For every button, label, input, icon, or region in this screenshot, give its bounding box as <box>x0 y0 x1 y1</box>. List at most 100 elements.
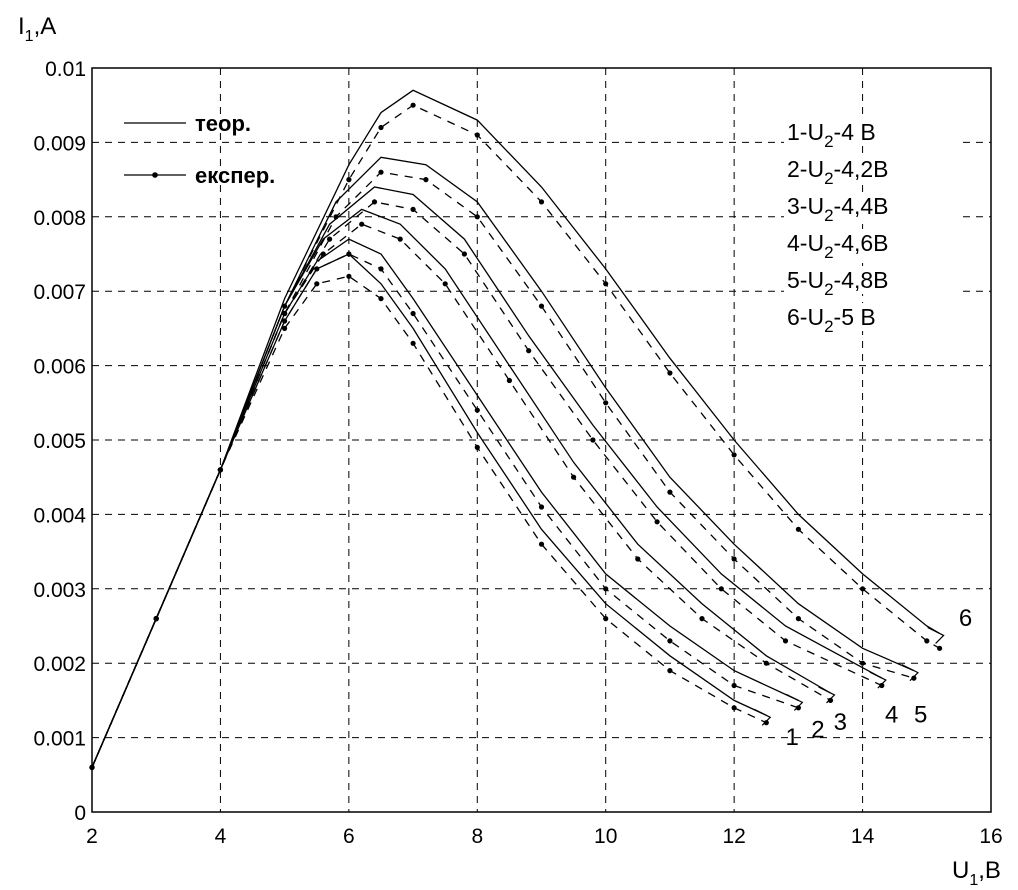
experimental-point <box>378 169 384 175</box>
condition-background <box>784 155 958 183</box>
legend: теор. експер. <box>124 111 275 188</box>
experimental-point <box>461 251 467 257</box>
series-1 <box>89 253 772 771</box>
experimental-line <box>91 275 767 768</box>
experimental-point <box>924 638 930 644</box>
theoretical-line <box>91 89 940 768</box>
experimental-point <box>731 556 737 562</box>
series-end-mark <box>927 626 945 644</box>
x-axis-label: U1,B <box>952 857 1001 889</box>
experimental-point <box>718 586 724 592</box>
curve-label: 5 <box>914 702 927 729</box>
experimental-point <box>763 660 769 666</box>
series-4 <box>89 186 887 771</box>
experimental-point <box>474 444 480 450</box>
x-tick-label: 16 <box>979 825 1002 848</box>
experimental-point <box>282 303 288 309</box>
condition-background <box>784 303 958 331</box>
tick-labels: 2 4 6 8 10 12 14 1600.0010.0020.0030.0040.0050.… <box>33 58 1002 848</box>
experimental-point <box>603 616 609 622</box>
legend-experimental-marker <box>152 172 158 178</box>
y-tick-label: 0.005 <box>33 430 86 453</box>
experimental-point <box>314 281 320 287</box>
condition-label: 2-U2-4,2B <box>787 156 889 188</box>
series-end-mark <box>818 686 836 704</box>
experimental-line <box>91 104 940 768</box>
experimental-point <box>699 616 705 622</box>
experimental-point <box>378 124 384 131</box>
experimental-point <box>782 638 789 644</box>
experimental-point <box>860 660 866 666</box>
experimental-point <box>314 266 320 272</box>
series-end-mark <box>901 664 919 682</box>
experimental-line <box>91 201 883 768</box>
experimental-point <box>371 199 378 205</box>
experimental-point <box>282 318 288 324</box>
condition-background <box>784 118 958 146</box>
theoretical-line <box>91 238 799 768</box>
x-tick-label: 10 <box>594 825 617 848</box>
y-tick-label: 0 <box>74 802 86 825</box>
experimental-point <box>442 281 448 287</box>
experimental-point <box>378 266 384 272</box>
experimental-point <box>603 400 609 406</box>
experimental-point <box>538 199 545 205</box>
x-tick-label: 8 <box>471 825 483 848</box>
experimental-point <box>795 705 802 711</box>
curve-label: 1 <box>786 724 799 751</box>
x-tick-label: 2 <box>86 825 98 848</box>
y-tick-label: 0.01 <box>45 58 86 81</box>
experimental-line <box>91 253 799 768</box>
experimental-point <box>879 682 885 689</box>
theoretical-line <box>91 186 883 768</box>
experimental-point <box>731 705 737 711</box>
experimental-point <box>590 437 596 443</box>
experimental-point <box>795 526 802 532</box>
experimental-point <box>526 348 532 354</box>
y-tick-label: 0.009 <box>33 132 86 155</box>
experimental-point <box>860 586 866 592</box>
curve-label: 2 <box>811 717 824 744</box>
experimental-point <box>217 467 223 473</box>
condition-background <box>784 229 958 257</box>
experimental-point <box>603 281 609 287</box>
experimental-point <box>397 236 403 242</box>
experimental-point <box>827 697 834 704</box>
experimental-point <box>667 638 673 644</box>
experimental-point <box>538 303 545 309</box>
x-tick-label: 6 <box>343 825 355 848</box>
curve-label: 4 <box>885 702 898 729</box>
series-end-mark <box>753 708 772 726</box>
condition-label: 1-U2-4 B <box>787 119 876 151</box>
x-tick-label: 14 <box>851 825 875 848</box>
experimental-point <box>346 273 352 279</box>
series-end-mark <box>869 671 887 689</box>
legend-theoretical-label: теор. <box>195 111 251 136</box>
condition-background <box>784 192 958 220</box>
plot-frame <box>91 67 992 813</box>
y-tick-label: 0.006 <box>33 356 86 379</box>
experimental-point <box>731 452 737 458</box>
experimental-line <box>91 171 915 768</box>
experimental-point <box>603 586 609 592</box>
theoretical-line <box>91 208 831 768</box>
experimental-point <box>333 214 339 220</box>
experimental-point <box>378 296 384 302</box>
series-6 <box>89 89 945 771</box>
experimental-point <box>763 720 769 726</box>
y-tick-label: 0.008 <box>33 207 86 230</box>
y-tick-label: 0.003 <box>33 579 86 602</box>
series-3 <box>89 208 836 771</box>
experimental-point <box>410 310 416 317</box>
condition-label: 5-U2-4,8B <box>787 267 889 299</box>
series-end-mark <box>786 693 804 711</box>
experimental-point <box>359 221 365 227</box>
y-tick-label: 0.001 <box>33 728 86 751</box>
experimental-point <box>667 668 673 674</box>
experimental-point <box>320 251 326 257</box>
curve-label: 6 <box>959 605 972 632</box>
experimental-point <box>937 645 943 651</box>
y-tick-label: 0.007 <box>33 281 86 304</box>
experimental-point <box>282 310 288 317</box>
